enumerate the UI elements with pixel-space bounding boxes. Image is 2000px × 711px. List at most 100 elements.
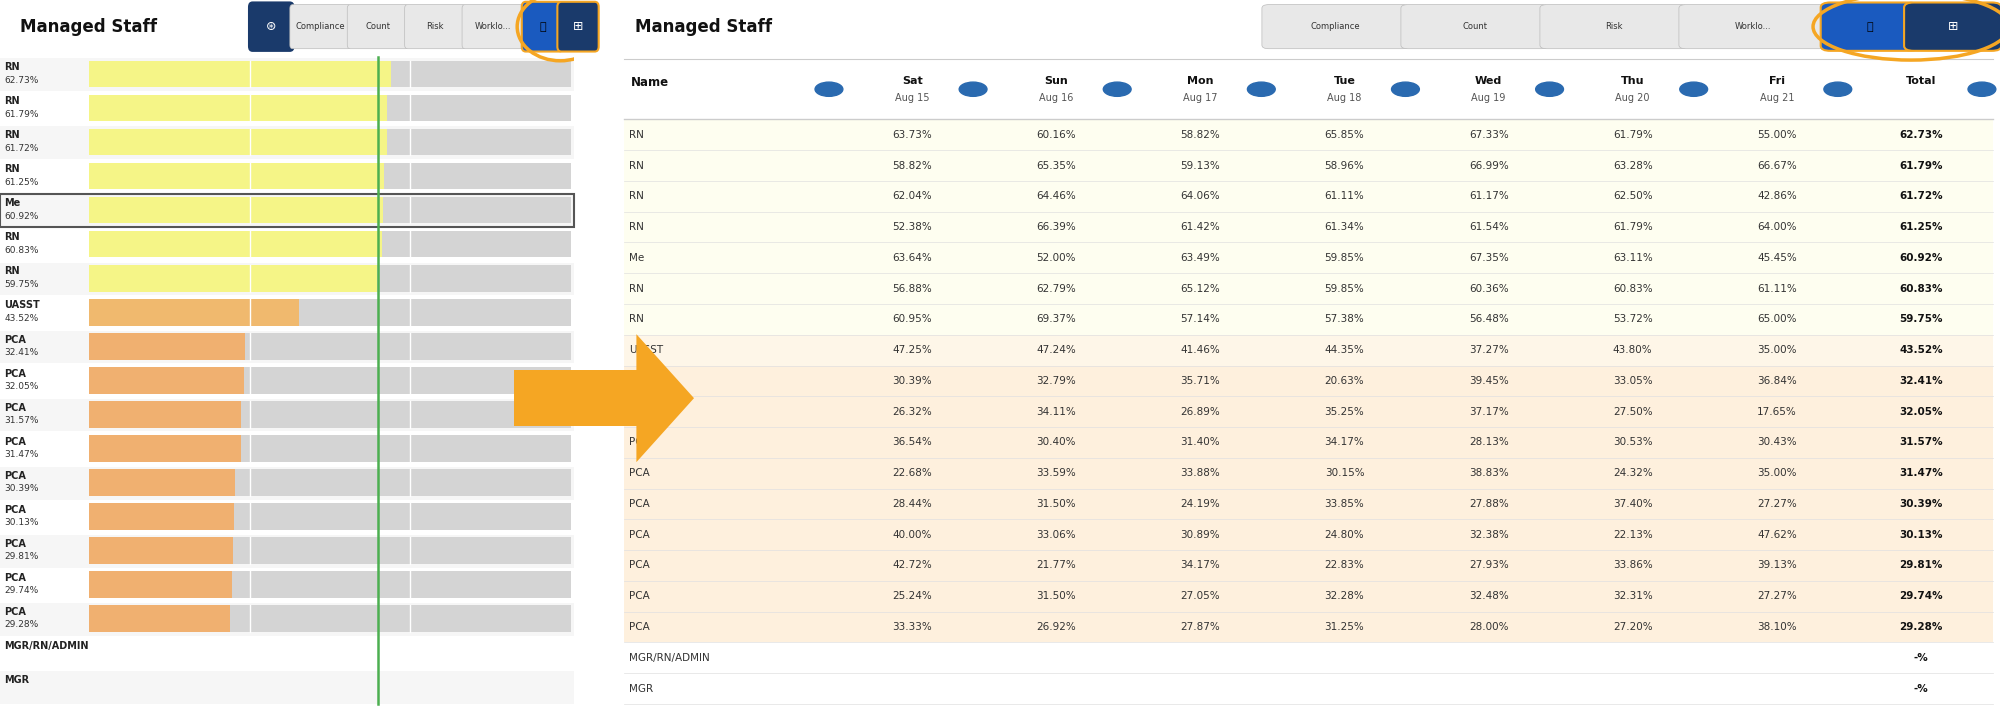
Text: 27.27%: 27.27% [1756,592,1796,602]
Text: 52.38%: 52.38% [892,222,932,232]
Text: Total: Total [1906,75,1936,86]
FancyBboxPatch shape [624,611,1994,642]
Text: 60.83%: 60.83% [4,246,40,255]
Text: 32.05%: 32.05% [4,382,38,391]
Text: 61.17%: 61.17% [1468,191,1508,201]
FancyBboxPatch shape [0,433,574,466]
Circle shape [1392,82,1420,97]
Text: 39.13%: 39.13% [1756,560,1796,570]
Text: 27.88%: 27.88% [1468,499,1508,509]
Circle shape [1104,82,1132,97]
FancyBboxPatch shape [248,1,294,52]
FancyBboxPatch shape [462,4,522,48]
Text: 📊: 📊 [540,21,546,32]
Text: 60.36%: 60.36% [1468,284,1508,294]
FancyBboxPatch shape [0,671,574,704]
FancyBboxPatch shape [88,401,242,428]
Text: Aug 15: Aug 15 [894,92,930,103]
Text: 63.64%: 63.64% [892,253,932,263]
Text: 24.19%: 24.19% [1180,499,1220,509]
Text: 17.65%: 17.65% [1756,407,1796,417]
FancyBboxPatch shape [88,163,384,189]
Text: PCA: PCA [4,505,26,515]
Text: 34.17%: 34.17% [1180,560,1220,570]
Text: 33.59%: 33.59% [1036,468,1076,479]
Text: 35.71%: 35.71% [1180,376,1220,386]
Text: 📊: 📊 [1866,21,1872,32]
Text: 30.15%: 30.15% [1324,468,1364,479]
Text: PCA: PCA [630,407,650,417]
FancyBboxPatch shape [404,4,466,48]
Text: 30.13%: 30.13% [1900,530,1942,540]
FancyBboxPatch shape [0,569,574,602]
FancyBboxPatch shape [392,60,572,87]
FancyBboxPatch shape [624,642,1994,673]
Text: Compliance: Compliance [1310,22,1360,31]
Text: 66.39%: 66.39% [1036,222,1076,232]
FancyBboxPatch shape [88,197,382,223]
FancyBboxPatch shape [232,538,572,564]
Text: Worklo...: Worklo... [474,22,510,31]
FancyBboxPatch shape [384,163,572,189]
FancyBboxPatch shape [624,242,1994,273]
FancyBboxPatch shape [514,370,644,427]
Text: 63.11%: 63.11% [1612,253,1652,263]
Text: 33.05%: 33.05% [1612,376,1652,386]
Text: 59.85%: 59.85% [1324,284,1364,294]
FancyBboxPatch shape [88,95,386,122]
Text: RN: RN [630,130,644,140]
Text: 35.25%: 35.25% [1324,407,1364,417]
Text: PCA: PCA [630,592,650,602]
Text: 64.00%: 64.00% [1758,222,1796,232]
Text: 32.38%: 32.38% [1468,530,1508,540]
FancyBboxPatch shape [624,304,1994,335]
Text: 59.75%: 59.75% [4,280,40,289]
Text: PCA: PCA [630,376,650,386]
Text: 66.99%: 66.99% [1468,161,1508,171]
Text: 38.10%: 38.10% [1758,622,1796,632]
Text: 30.40%: 30.40% [1036,437,1076,447]
Text: 56.88%: 56.88% [892,284,932,294]
FancyBboxPatch shape [0,161,574,193]
Text: 37.27%: 37.27% [1468,345,1508,356]
FancyBboxPatch shape [624,59,1994,119]
Text: 38.83%: 38.83% [1468,468,1508,479]
Text: 41.46%: 41.46% [1180,345,1220,356]
Text: 31.47%: 31.47% [1900,468,1942,479]
Text: 67.35%: 67.35% [1468,253,1508,263]
FancyBboxPatch shape [386,129,572,155]
Text: 29.74%: 29.74% [1900,592,1942,602]
Text: 25.24%: 25.24% [892,592,932,602]
Text: 34.17%: 34.17% [1324,437,1364,447]
Text: 28.13%: 28.13% [1468,437,1508,447]
Text: Risk: Risk [1604,22,1622,31]
Text: 60.16%: 60.16% [1036,130,1076,140]
Text: 60.83%: 60.83% [1612,284,1652,294]
FancyBboxPatch shape [88,367,244,394]
FancyBboxPatch shape [88,231,382,257]
Text: 32.41%: 32.41% [1900,376,1942,386]
Text: 58.82%: 58.82% [1180,130,1220,140]
Text: 69.37%: 69.37% [1036,314,1076,324]
Text: RN: RN [4,96,20,106]
Text: MGR/RN/ADMIN: MGR/RN/ADMIN [4,641,90,651]
Text: Fri: Fri [1768,75,1784,86]
Text: 29.28%: 29.28% [4,621,38,629]
FancyBboxPatch shape [386,95,572,122]
Text: MGR: MGR [4,675,30,685]
Text: 55.00%: 55.00% [1758,130,1796,140]
Text: 30.43%: 30.43% [1758,437,1796,447]
Text: PCA: PCA [4,402,26,412]
Text: 27.20%: 27.20% [1612,622,1652,632]
Text: 27.27%: 27.27% [1756,499,1796,509]
Text: -%: -% [1914,683,1928,693]
Text: PCA: PCA [630,560,650,570]
Text: 36.54%: 36.54% [892,437,932,447]
Text: 28.44%: 28.44% [892,499,932,509]
Text: RN: RN [630,161,644,171]
Text: 29.28%: 29.28% [1900,622,1942,632]
Text: 60.95%: 60.95% [892,314,932,324]
FancyBboxPatch shape [382,231,572,257]
Text: 32.28%: 32.28% [1324,592,1364,602]
Text: Me: Me [630,253,644,263]
